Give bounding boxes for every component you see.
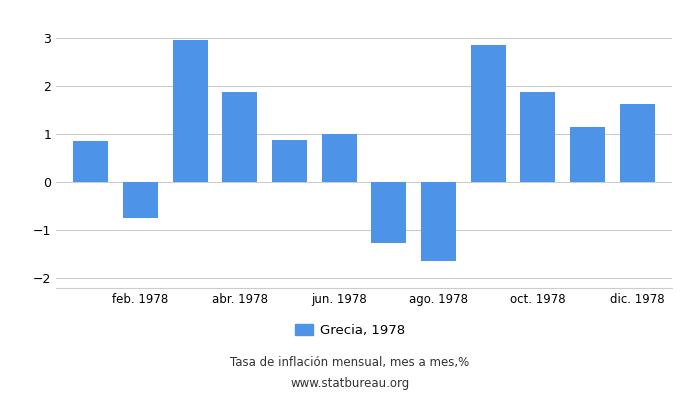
Text: www.statbureau.org: www.statbureau.org (290, 377, 410, 390)
Text: Tasa de inflación mensual, mes a mes,%: Tasa de inflación mensual, mes a mes,% (230, 356, 470, 369)
Legend: Grecia, 1978: Grecia, 1978 (290, 318, 410, 342)
Bar (322, 134, 356, 182)
Bar (521, 92, 555, 182)
Bar (272, 140, 307, 182)
Bar (471, 45, 505, 182)
Bar (620, 104, 654, 182)
Bar (372, 182, 406, 243)
Bar (173, 40, 207, 182)
Bar (74, 141, 108, 182)
Bar (570, 127, 605, 182)
Bar (223, 92, 257, 182)
Bar (123, 182, 158, 218)
Bar (421, 182, 456, 260)
